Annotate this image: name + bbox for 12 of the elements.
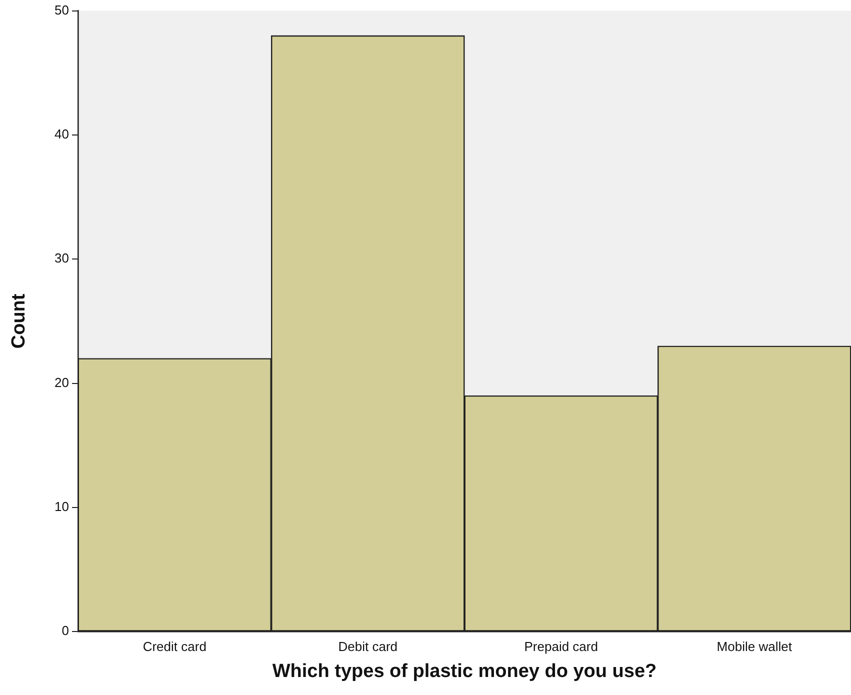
y-axis-title: Count — [8, 293, 30, 349]
x-tick-label: Mobile wallet — [716, 638, 792, 654]
y-tick-label: 40 — [54, 126, 69, 142]
x-tick-label: Credit card — [142, 638, 206, 654]
x-axis-title: Which types of plastic money do you use? — [272, 660, 657, 682]
y-tick-label: 20 — [54, 374, 69, 390]
y-tick-label: 30 — [54, 250, 69, 266]
y-tick-label: 50 — [54, 2, 69, 18]
y-tick-label: 10 — [54, 499, 69, 514]
x-tick-label: Debit card — [338, 638, 398, 654]
y-tick-label: 0 — [62, 623, 69, 638]
x-tick-label: Prepaid card — [524, 638, 598, 654]
